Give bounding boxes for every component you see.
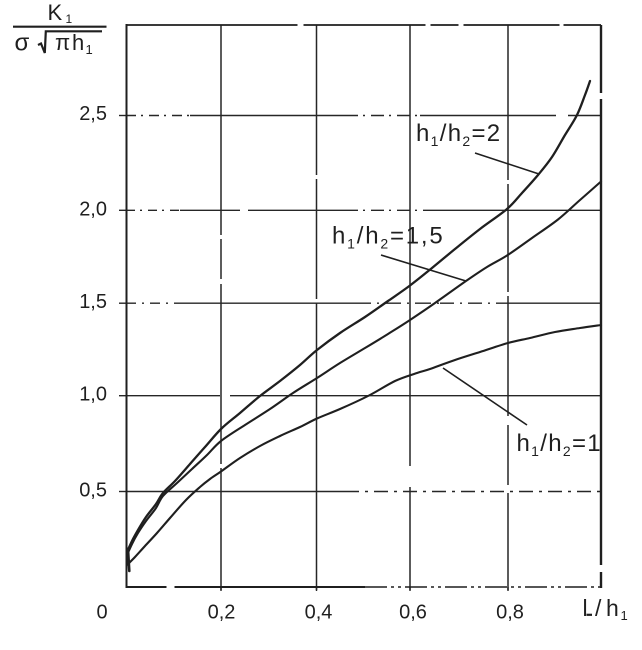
svg-text:1: 1 bbox=[621, 608, 628, 623]
svg-text:1,0: 1,0 bbox=[79, 384, 107, 406]
svg-text:0,4: 0,4 bbox=[305, 602, 333, 624]
svg-text:h: h bbox=[606, 595, 619, 621]
svg-text:h1/h2=1: h1/h2=1 bbox=[517, 430, 602, 459]
svg-text:1,5: 1,5 bbox=[79, 291, 107, 313]
svg-text:0: 0 bbox=[96, 602, 107, 624]
svg-text:K: K bbox=[48, 0, 63, 25]
svg-text:2,5: 2,5 bbox=[79, 103, 107, 125]
svg-text:0,6: 0,6 bbox=[399, 602, 427, 624]
svg-text:h1/h2=2: h1/h2=2 bbox=[416, 120, 501, 149]
svg-text:0,2: 0,2 bbox=[208, 602, 236, 624]
svg-text:2,0: 2,0 bbox=[79, 199, 107, 221]
svg-text:1: 1 bbox=[86, 42, 93, 57]
svg-text:σ: σ bbox=[15, 30, 30, 57]
svg-text:l: l bbox=[583, 595, 588, 621]
svg-text:1: 1 bbox=[66, 12, 73, 26]
svg-text:/: / bbox=[595, 595, 602, 621]
svg-text:0,8: 0,8 bbox=[496, 602, 524, 624]
svg-text:π: π bbox=[55, 30, 70, 55]
svg-text:0,5: 0,5 bbox=[79, 480, 107, 502]
svg-text:h: h bbox=[72, 30, 84, 55]
